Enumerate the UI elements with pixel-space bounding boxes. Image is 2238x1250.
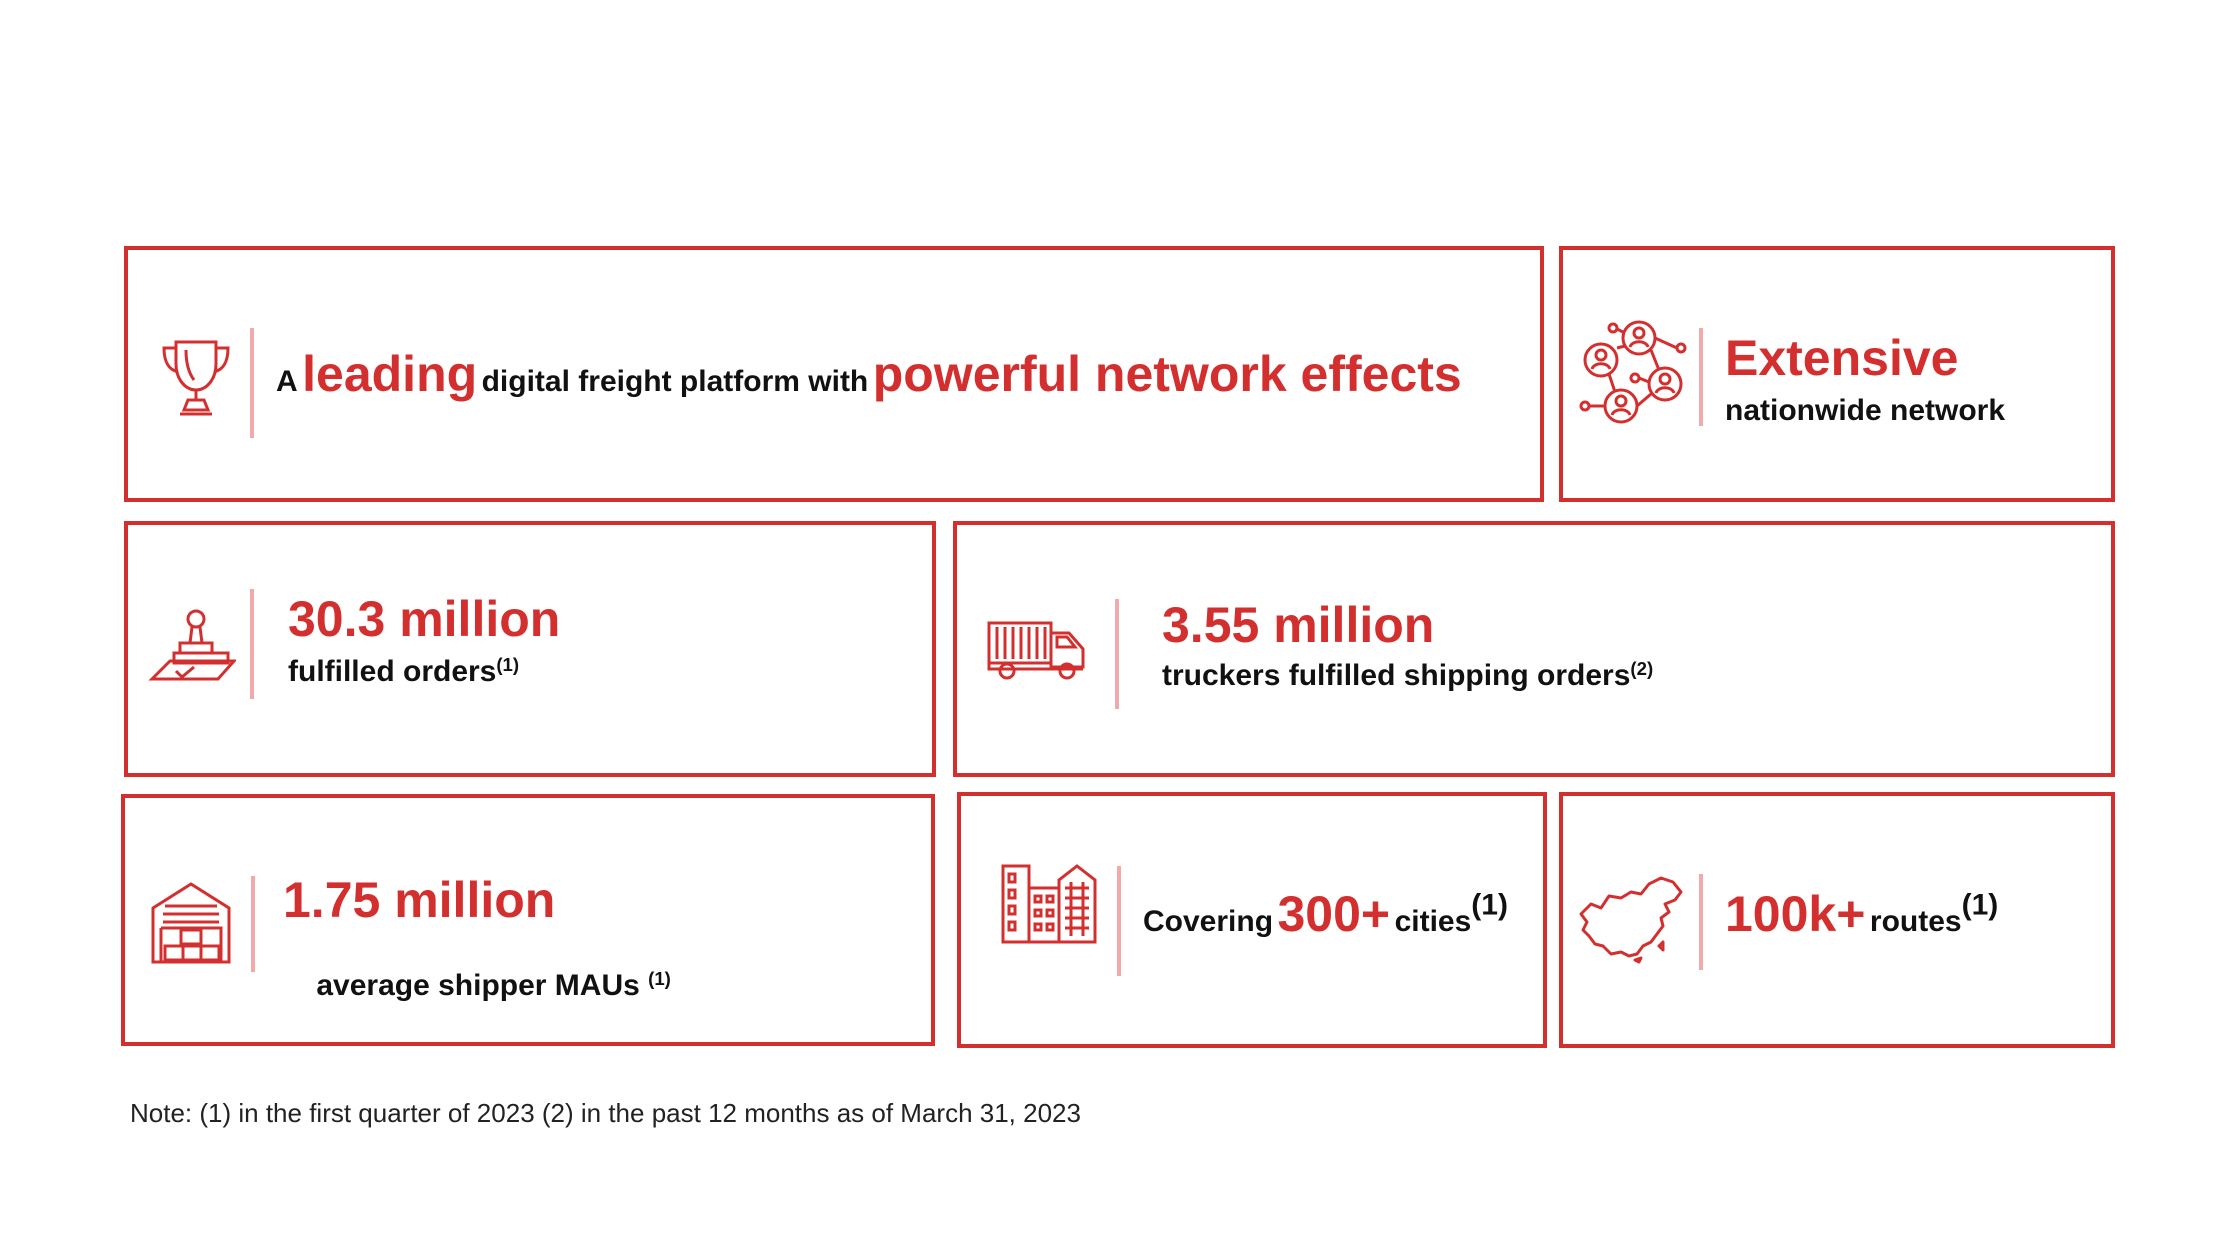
- divider: [250, 328, 254, 438]
- card-leading-platform: A leading digital freight platform with …: [124, 246, 1544, 502]
- footnote-ref: (1): [496, 653, 520, 675]
- orders-caption: fulfilled orders(1): [288, 655, 519, 690]
- truckers-headline: 3.55 million: [1162, 597, 1435, 653]
- china-map-icon: [1577, 874, 1685, 964]
- warehouse-icon: [151, 882, 231, 964]
- footnote: Note: (1) in the first quarter of 2023 (…: [130, 1098, 1081, 1128]
- cities-statement: Covering 300+ cities(1): [1143, 886, 1508, 942]
- card-cities: Covering 300+ cities(1): [957, 792, 1547, 1048]
- network-caption: nationwide network: [1725, 394, 2006, 427]
- footnote-ref: (1): [1471, 888, 1508, 922]
- truck-icon: [987, 619, 1087, 681]
- routes-statement: 100k+ routes(1): [1725, 886, 1999, 942]
- card-routes: 100k+ routes(1): [1559, 792, 2115, 1048]
- divider: [1115, 599, 1119, 709]
- divider: [1117, 866, 1121, 976]
- leading-statement: A leading digital freight platform with …: [276, 346, 1462, 402]
- truckers-caption: truckers fulfilled shipping orders(2): [1162, 659, 1653, 694]
- orders-caption-text: fulfilled orders: [288, 655, 497, 688]
- network-icon: [1579, 318, 1689, 430]
- card-extensive-network: Extensive nationwide network: [1559, 246, 2115, 502]
- footnote-ref: (1): [648, 967, 671, 989]
- truckers-caption-text: truckers fulfilled shipping orders: [1162, 659, 1631, 692]
- footnote-ref: (1): [1961, 888, 1999, 922]
- stamp-icon: [148, 609, 236, 687]
- divider: [1699, 328, 1703, 426]
- footnote-ref: (2): [1630, 657, 1654, 679]
- divider: [1699, 874, 1703, 970]
- network-headline: Extensive: [1725, 330, 1959, 386]
- card-fulfilled-orders: 30.3 million fulfilled orders(1): [124, 521, 936, 777]
- card-shipper-maus: 1.75 million average shipper MAUs (1): [121, 794, 935, 1046]
- divider: [250, 589, 254, 699]
- orders-headline: 30.3 million: [288, 591, 561, 647]
- divider: [251, 876, 255, 972]
- shippers-caption: average shipper MAUs (1): [283, 934, 671, 1038]
- trophy-icon: [158, 338, 234, 418]
- buildings-icon: [1001, 862, 1099, 944]
- card-truckers: 3.55 million truckers fulfilled shipping…: [953, 521, 2115, 777]
- shippers-caption-text: average shipper MAUs: [316, 968, 649, 1002]
- shippers-headline: 1.75 million: [283, 872, 556, 928]
